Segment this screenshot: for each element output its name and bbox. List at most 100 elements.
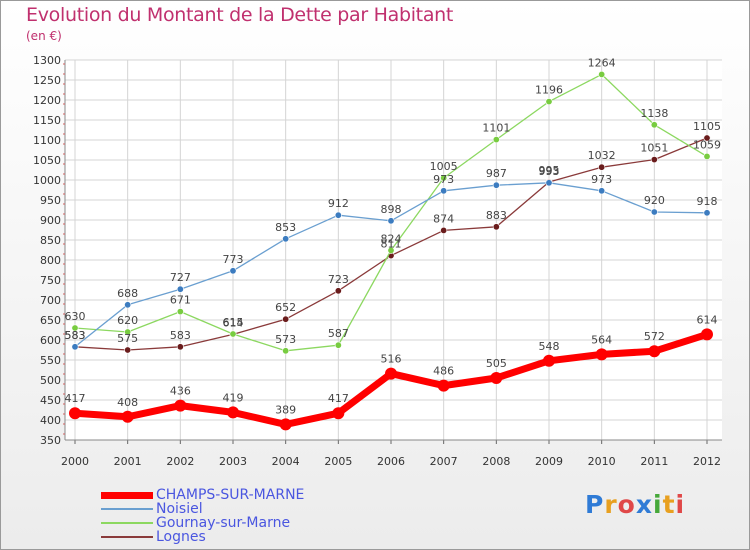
data-point [124,328,132,336]
data-label: 973 [433,173,454,186]
x-tick-label: 2001 [114,455,142,468]
data-point [71,324,79,332]
data-label: 688 [117,287,138,300]
data-point [387,217,395,225]
data-label: 630 [65,310,86,323]
data-point [490,372,503,384]
legend-swatch [101,491,153,499]
data-label: 615 [223,316,244,329]
x-tick-label: 2007 [430,455,458,468]
data-label: 993 [539,165,560,178]
y-tick-label: 950 [40,194,61,207]
data-point [598,187,606,195]
data-point [71,343,79,351]
data-point [650,156,658,164]
data-point [176,308,184,316]
data-label: 436 [170,385,191,398]
data-label: 575 [117,332,138,345]
data-point [227,406,239,419]
data-label: 486 [433,365,454,378]
logo-letter: x [635,490,653,519]
legend-item-champs: CHAMPS-SUR-MARNE [101,487,304,503]
data-point [334,211,342,219]
x-tick-label: 2012 [693,455,721,468]
y-tick-label: 350 [40,434,61,447]
data-label: 773 [223,253,244,266]
y-tick-label: 1050 [33,154,61,167]
y-tick-label: 450 [40,394,61,407]
data-point [595,348,608,361]
data-point [703,134,711,142]
data-label: 620 [117,314,138,327]
data-label: 1101 [482,122,510,135]
data-label: 987 [486,167,507,180]
chart-subtitle: (en €) [26,29,62,43]
data-point [492,136,500,144]
data-label: 419 [223,391,244,404]
data-point [176,285,184,293]
legend-swatch [101,522,153,524]
data-point [332,407,345,420]
data-point [124,346,132,354]
data-point [387,246,395,254]
data-point [703,209,711,217]
legend-item-gournay: Gournay-sur-Marne [101,515,290,531]
x-tick-label: 2000 [61,455,89,468]
x-tick-label: 2002 [166,455,194,468]
data-label: 389 [275,403,296,416]
y-tick-label: 400 [40,414,61,427]
data-point [440,226,448,234]
y-tick-label: 600 [40,334,61,347]
data-label: 723 [328,273,349,286]
data-point [701,328,713,341]
data-label: 614 [223,316,244,329]
data-label: 1138 [640,107,668,120]
legend-swatch [101,508,153,510]
data-point [598,163,606,171]
data-label: 824 [381,232,402,245]
data-label: 874 [433,212,454,225]
data-point [385,367,397,380]
y-tick-label: 850 [40,234,61,247]
data-label: 505 [486,357,507,370]
y-tick-label: 750 [40,274,61,287]
legend-label: Lognes [156,529,206,545]
legend-label: CHAMPS-SUR-MARNE [156,487,305,503]
proxiti-logo: Proxiti [585,490,685,519]
data-label: 1105 [693,120,721,133]
data-point [334,341,342,349]
y-tick-label: 900 [40,214,61,227]
data-point [492,223,500,231]
y-tick-label: 1150 [33,114,61,127]
data-label: 408 [117,396,138,409]
data-label: 548 [539,340,560,353]
data-label: 417 [328,392,349,405]
logo-letter: P [585,490,605,519]
legend-swatch [101,536,153,538]
data-point [440,187,448,195]
legend-item-noisiel: Noisiel [101,501,203,517]
x-tick-label: 2010 [588,455,616,468]
y-tick-label: 550 [40,354,61,367]
data-label: 583 [65,329,86,342]
data-label: 853 [275,221,296,234]
x-tick-label: 2006 [377,455,405,468]
y-tick-label: 1250 [33,74,61,87]
data-label: 583 [65,329,86,342]
x-tick-label: 2008 [482,455,510,468]
data-point [543,354,555,367]
data-point [121,410,134,423]
logo-letter: i [653,490,663,519]
y-tick-label: 700 [40,294,61,307]
y-tick-label: 1300 [33,54,61,67]
data-label: 920 [644,194,665,207]
data-label: 1264 [588,56,616,69]
data-label: 918 [697,195,718,208]
data-label: 587 [328,327,349,340]
data-label: 1059 [693,138,721,151]
data-point [282,347,290,355]
y-tick-label: 1100 [33,134,61,147]
logo-letter: o [617,490,636,519]
data-point [176,343,184,351]
